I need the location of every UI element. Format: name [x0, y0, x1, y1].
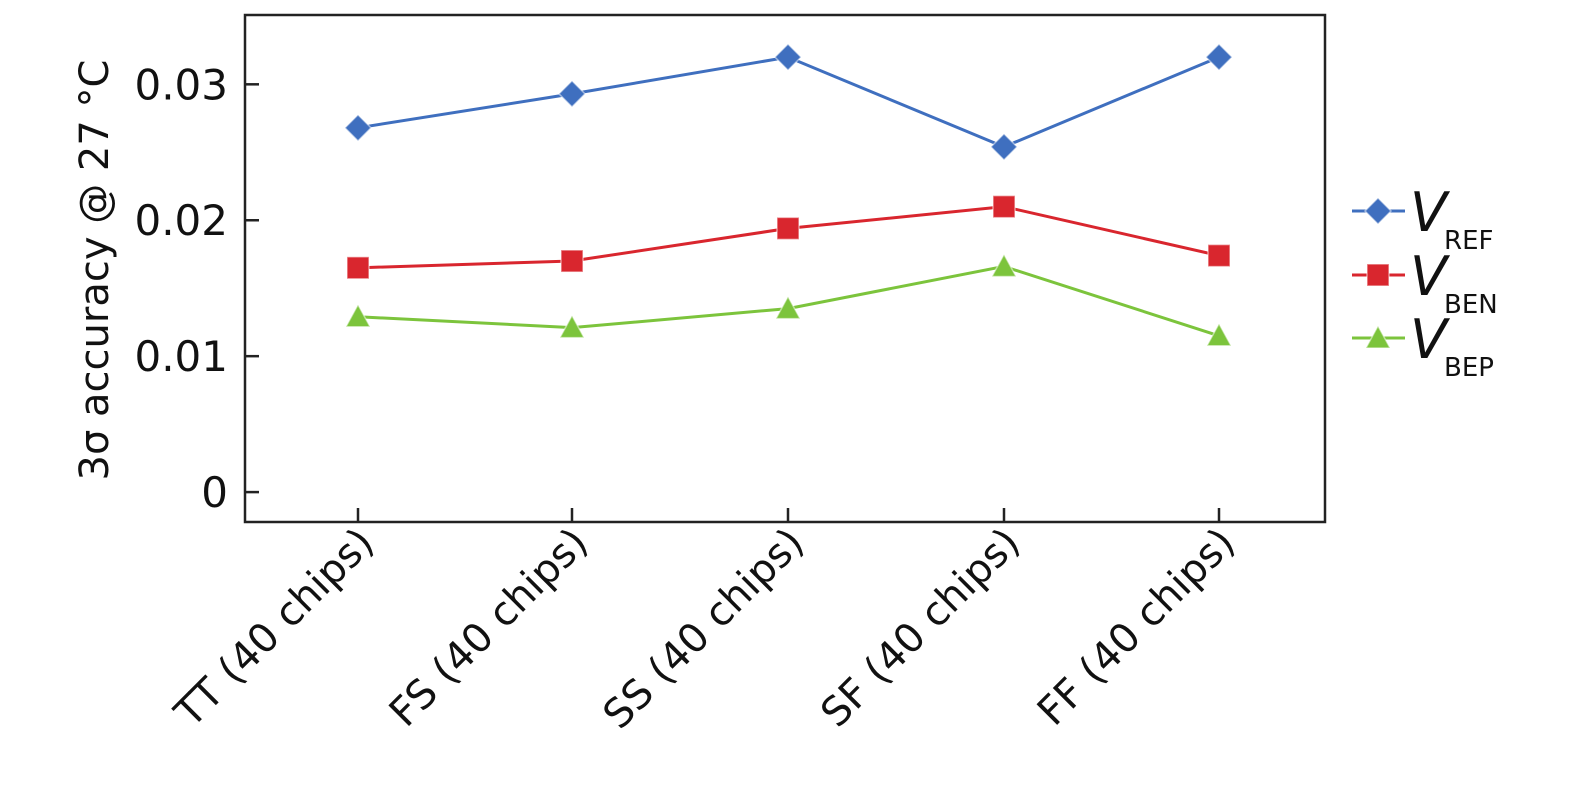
series-bep	[344, 252, 1233, 347]
x-tick-label: FF (40 chips)	[1029, 520, 1244, 735]
triangle-marker	[558, 314, 586, 339]
legend-subscript: BEP	[1444, 353, 1494, 383]
series-ref	[343, 43, 1234, 161]
y-tick-label: 0.02	[134, 196, 228, 245]
plot-frame	[243, 13, 1327, 524]
x-tick-label: TT (40 chips)	[166, 520, 383, 737]
x-tick-label: SF (40 chips)	[812, 520, 1029, 737]
square-marker	[346, 256, 370, 280]
diamond-marker	[773, 43, 803, 72]
diamond-marker	[1363, 196, 1393, 226]
square-marker	[560, 249, 584, 273]
triangle-marker	[774, 295, 802, 320]
triangle-marker	[1205, 322, 1233, 347]
diamond-marker	[989, 132, 1019, 161]
y-tick-label: 0.03	[134, 60, 228, 109]
square-marker	[992, 194, 1016, 219]
legend-label: V	[1410, 181, 1451, 244]
y-tick-label: 0	[201, 468, 228, 517]
x-tick-label: FS (40 chips)	[381, 520, 597, 736]
square-marker	[776, 216, 800, 241]
triangle-marker	[990, 252, 1018, 278]
y-tick-label: 0.01	[134, 332, 228, 381]
legend-subscript: BEN	[1444, 290, 1498, 320]
diamond-marker	[1204, 43, 1234, 72]
square-marker	[1207, 243, 1231, 268]
triangle-marker	[1364, 324, 1392, 349]
y-axis-label: 3σ accuracy @ 27 °C	[72, 60, 118, 481]
series-ben	[346, 194, 1231, 280]
diamond-marker	[557, 79, 587, 108]
triangle-marker	[344, 303, 372, 328]
diamond-marker	[343, 113, 373, 142]
legend-label: V	[1410, 245, 1451, 308]
legend-subscript: REF	[1444, 226, 1493, 256]
square-marker	[1366, 263, 1390, 287]
x-tick-label: SS (40 chips)	[595, 520, 814, 739]
legend-label: V	[1410, 308, 1451, 371]
